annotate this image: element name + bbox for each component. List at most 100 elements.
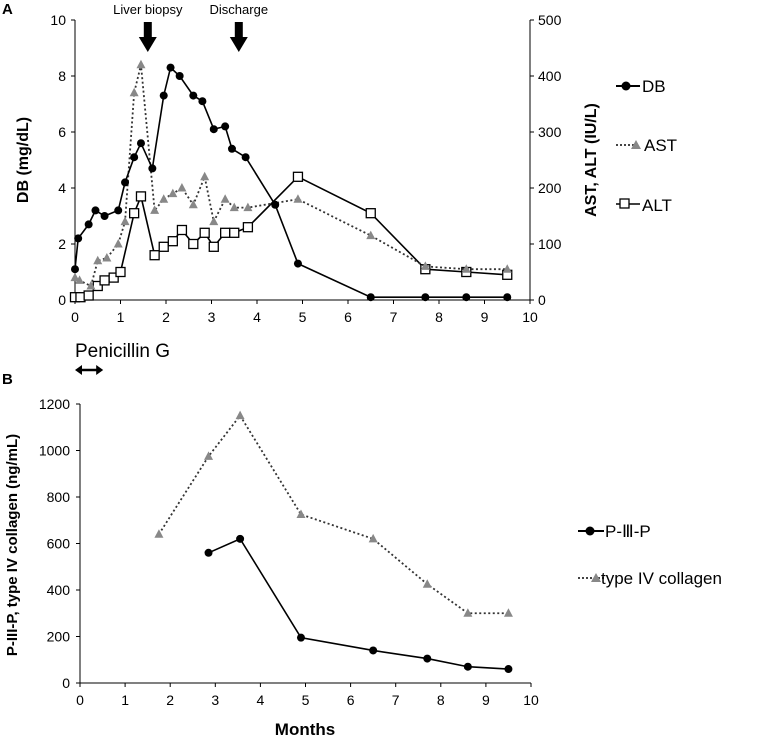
panel-b-x-tick-label: 10 — [523, 692, 539, 708]
panel-a-alt-point — [158, 241, 169, 252]
panel-a-db-point — [100, 212, 109, 220]
panel-b-x-tick-label: 3 — [211, 692, 219, 708]
panel-b-y-tick-label: 0 — [62, 675, 70, 691]
panel-a-ast-point — [200, 171, 210, 181]
panel-a-alt-point — [176, 224, 188, 236]
panel-b-p-p-point — [296, 633, 305, 642]
panel-a-alt-point — [149, 250, 160, 261]
panel-b-y-label: P-III-P, type IV collagen (ng/mL) — [4, 434, 21, 656]
panel-a-x-tick-label: 10 — [522, 309, 538, 325]
panel-a-x-tick-label: 3 — [208, 309, 216, 325]
panel-a-alt-point — [292, 171, 304, 182]
svg-text:AST: AST — [644, 136, 677, 155]
panel-a-ast-point — [102, 253, 112, 262]
panel-a-x-tick-label: 5 — [299, 309, 307, 325]
panel-a-x-tick-label: 7 — [390, 309, 398, 325]
panel-b-y-tick-label: 1200 — [39, 396, 70, 412]
panel-b-frame — [79, 404, 531, 684]
svg-text:P-Ⅲ-P: P-Ⅲ-P — [605, 522, 651, 541]
panel-a-y-ticks-right: 0 100 200 300 400 500 — [530, 12, 562, 308]
panel-a-db-point — [271, 200, 280, 209]
panel-a-x-tick-label: 4 — [253, 309, 261, 325]
panel-b-y-tick-label: 800 — [47, 489, 71, 505]
panel-a-ast-point — [461, 264, 471, 273]
panel-a-db-point — [159, 91, 168, 100]
liver-biopsy-arrow — [138, 22, 157, 52]
panel-a-db-point — [293, 259, 302, 268]
legend-db: DB — [616, 77, 666, 96]
panel-b-y-tick-label: 1000 — [39, 443, 70, 459]
panel-a-alt-point — [188, 238, 199, 250]
panel-a-x-tick-label: 8 — [435, 309, 443, 325]
panel-b-x-tick-label: 4 — [257, 692, 265, 708]
panel-b-type-iv-collagen-point — [204, 451, 214, 460]
panel-a-alt-point — [99, 275, 110, 286]
panel-a-ast-point — [93, 255, 103, 265]
panel-a-alt-point — [365, 208, 376, 219]
panel-b-type-iv-collagen-point — [154, 529, 164, 538]
panel-a-y-right-tick-label: 200 — [538, 180, 562, 196]
panel-a-ast-point — [150, 205, 160, 214]
panel-b-legend: P-Ⅲ-P type IV collagen — [578, 522, 722, 588]
panel-a-db-point — [136, 139, 145, 148]
panel-a-ast-point — [502, 264, 512, 273]
panel-a-db-point — [130, 153, 139, 162]
panel-b-type-iv-collagen-point — [422, 579, 432, 588]
panel-a-alt-point — [199, 227, 210, 238]
panel-b-type-iv-collagen-point — [463, 608, 473, 617]
panel-a-x-tick-label: 9 — [481, 309, 489, 325]
panel-a-ast-point — [220, 194, 230, 203]
panel-b-x-tick-label: 9 — [482, 692, 490, 708]
panel-b-type-iv-collagen-line — [158, 414, 509, 615]
panel-b-p-p-point — [236, 534, 245, 543]
panel-a-db-point — [209, 125, 218, 134]
panel-a-alt-point — [242, 222, 254, 233]
panel-a-ast-point — [120, 216, 130, 226]
panel-a-y-left-tick-label: 10 — [50, 12, 66, 28]
panel-a-db-point — [198, 97, 207, 106]
panel-a-y-label-right: AST, ALT (IU/L) — [583, 103, 600, 217]
panel-a-x-tick-label: 1 — [117, 309, 125, 325]
panel-b-x-label: Months — [275, 720, 335, 739]
panel-b-p-p-point — [369, 646, 378, 655]
panel-a-ast-point — [113, 239, 123, 248]
panel-a-label: A — [2, 1, 13, 18]
panel-a-db-point — [166, 63, 175, 72]
panel-a-ast-point — [243, 202, 253, 212]
panel-b-series — [154, 410, 513, 674]
panel-a-y-right-tick-label: 100 — [538, 236, 562, 252]
panel-b-x-tick-label: 1 — [121, 692, 129, 708]
panel-a-y-right-tick-label: 400 — [538, 68, 562, 84]
panel-a-alt-point — [229, 227, 240, 238]
panel-b-x-tick-label: 5 — [302, 692, 310, 708]
panel-a-db-point — [84, 220, 93, 229]
panel-b-y-tick-label: 400 — [47, 582, 71, 598]
panel-a-x-ticks: 0 1 2 3 4 5 6 7 8 9 10 — [71, 300, 538, 325]
panel-a-alt-point — [135, 191, 147, 202]
discharge-arrow — [229, 22, 248, 52]
panel-a-y-right-tick-label: 500 — [538, 12, 562, 28]
panel-a-db-point — [121, 178, 130, 187]
panel-a-db-point — [227, 144, 236, 153]
panel-a-alt-point — [115, 266, 126, 278]
panel-a-frame — [74, 20, 531, 301]
panel-b-y-tick-label: 200 — [47, 629, 71, 645]
panel-b-p-p-point — [423, 654, 432, 663]
panel-b-p-p-point — [504, 665, 513, 674]
panel-a-y-right-tick-label: 0 — [538, 292, 546, 308]
panel-a-ast-point — [366, 230, 376, 240]
panel-a-ast-point — [188, 199, 198, 209]
panel-b-label: B — [2, 371, 13, 388]
panel-a-db-point — [189, 91, 198, 100]
panel-a-db-point — [366, 293, 375, 302]
panel-a-y-left-tick-label: 2 — [58, 236, 66, 252]
panel-a-db-point — [175, 72, 184, 80]
panel-b-p-p-point — [463, 662, 472, 671]
legend-alt: ALT — [616, 196, 672, 215]
panel-b-x-tick-label: 7 — [392, 692, 400, 708]
panel-a-db-point — [114, 206, 123, 215]
panel-a-alt-point — [208, 241, 219, 252]
panel-a-ast-point — [229, 202, 239, 212]
panel-a-db-point — [74, 234, 83, 243]
